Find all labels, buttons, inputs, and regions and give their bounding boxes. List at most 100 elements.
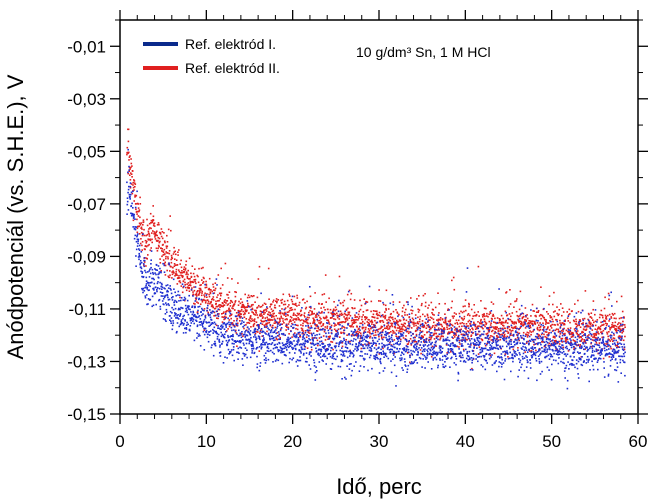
data-point (184, 298, 187, 300)
data-point (428, 304, 430, 307)
data-point (552, 343, 555, 346)
data-point (242, 310, 244, 313)
data-point (358, 344, 360, 346)
data-point (599, 325, 602, 328)
data-point (258, 346, 261, 348)
data-point (530, 315, 532, 317)
data-point (599, 328, 602, 331)
data-point (393, 343, 395, 346)
data-point (610, 347, 612, 350)
data-point (157, 239, 159, 242)
data-point (463, 359, 466, 362)
data-point (221, 305, 223, 307)
data-point (204, 315, 207, 317)
data-point (382, 353, 385, 355)
data-point (606, 331, 608, 334)
data-point (154, 272, 156, 274)
data-point (455, 355, 457, 357)
data-point (460, 356, 462, 359)
data-point (281, 350, 283, 353)
data-point (230, 349, 233, 351)
data-point (329, 344, 331, 346)
data-point (169, 319, 171, 321)
data-point (414, 322, 417, 325)
data-point (322, 343, 325, 345)
data-point (491, 318, 493, 320)
data-point (552, 342, 554, 344)
data-point (265, 341, 268, 344)
data-point (418, 334, 421, 336)
data-point (474, 331, 477, 333)
data-point (251, 352, 253, 354)
data-point (394, 356, 396, 358)
data-point (259, 362, 262, 364)
data-point (165, 251, 167, 253)
data-point (486, 337, 488, 339)
data-point (320, 348, 323, 351)
data-point (232, 348, 235, 351)
data-point (264, 352, 267, 354)
data-point (544, 331, 547, 333)
data-point (209, 330, 212, 332)
data-point (384, 317, 386, 320)
data-point (154, 238, 157, 240)
data-point (343, 332, 345, 335)
data-point (165, 247, 168, 249)
data-point (415, 324, 417, 327)
data-point (519, 327, 521, 329)
data-point (420, 331, 423, 333)
data-point (541, 314, 544, 317)
data-point (169, 274, 171, 276)
data-point (375, 342, 377, 345)
data-point (422, 348, 425, 351)
data-point (303, 337, 306, 340)
data-point (139, 196, 141, 199)
data-point (240, 306, 243, 309)
data-point (313, 319, 315, 322)
data-point (371, 367, 373, 370)
data-point (432, 313, 434, 316)
data-point (497, 344, 499, 346)
data-point (436, 323, 438, 326)
data-point (302, 322, 304, 325)
data-point (308, 306, 311, 308)
data-point (352, 326, 354, 328)
data-point (275, 332, 277, 335)
data-point (425, 318, 428, 320)
data-point (344, 350, 346, 352)
data-point (322, 328, 324, 331)
data-point (304, 342, 306, 345)
data-point (185, 331, 187, 334)
data-point (459, 315, 461, 318)
data-point (278, 349, 281, 352)
data-point (134, 234, 137, 237)
data-point (277, 323, 279, 325)
data-point (411, 305, 413, 308)
data-point (326, 327, 328, 329)
data-point (128, 151, 130, 154)
data-point (331, 362, 334, 365)
data-point (318, 349, 320, 351)
data-point (438, 303, 441, 305)
data-point (218, 299, 220, 302)
data-point (467, 330, 470, 333)
data-point (469, 314, 471, 317)
data-point (493, 332, 496, 335)
data-point (196, 325, 199, 328)
data-point (171, 324, 174, 327)
data-point (128, 165, 130, 168)
data-point (406, 371, 408, 373)
data-point (580, 340, 582, 342)
data-point (134, 183, 137, 185)
data-point (180, 319, 183, 321)
data-point (159, 240, 161, 243)
data-point (352, 331, 355, 333)
data-point (149, 249, 152, 252)
data-point (523, 322, 525, 325)
data-point (562, 328, 565, 331)
data-point (154, 232, 157, 234)
data-point (267, 327, 269, 330)
data-point (139, 242, 142, 245)
data-point (245, 339, 248, 341)
data-point (181, 291, 184, 294)
